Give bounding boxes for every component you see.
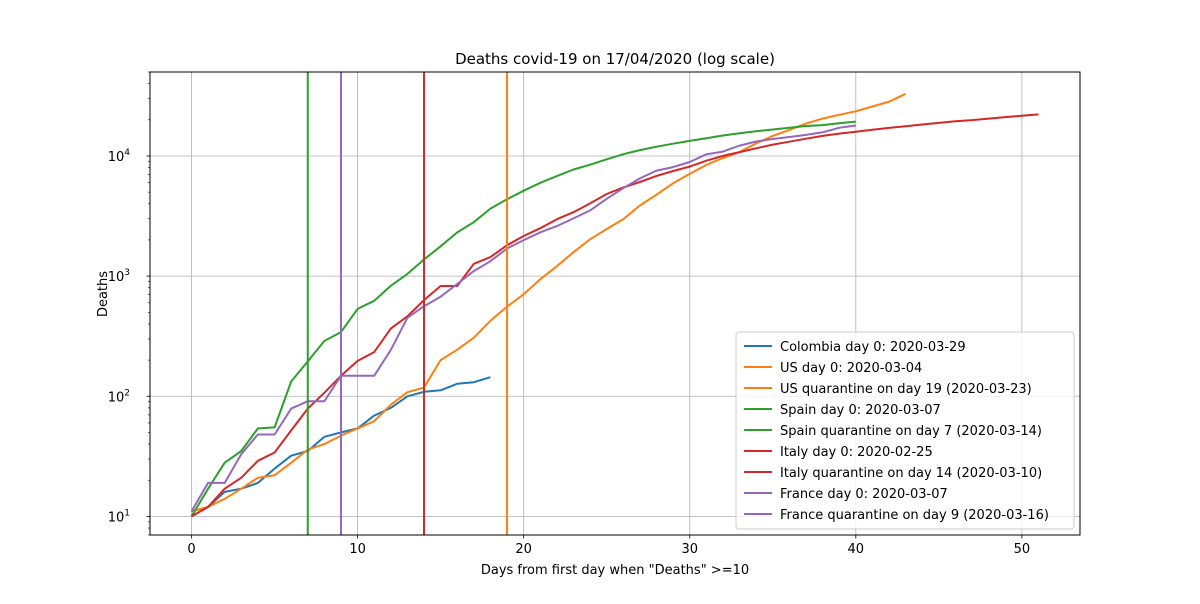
y-tick-label: 104 (108, 148, 131, 165)
chart-title: Deaths covid-19 on 17/04/2020 (log scale… (455, 50, 775, 68)
y-tick-label-exponent: 1 (124, 508, 130, 518)
legend-entry-label: Italy quarantine on day 14 (2020-03-10) (780, 466, 1042, 481)
legend-entry-label: France day 0: 2020-03-07 (780, 487, 948, 502)
legend-entry-label: US day 0: 2020-03-04 (780, 361, 922, 376)
y-tick-label: 102 (108, 388, 130, 405)
series-line-3 (191, 113, 1039, 518)
x-tick-label: 50 (1014, 542, 1031, 557)
y-tick-label-exponent: 4 (124, 148, 130, 158)
series-line-1 (191, 92, 907, 513)
x-tick-label: 40 (848, 542, 865, 557)
legend-entry-label: Colombia day 0: 2020-03-29 (780, 340, 966, 355)
y-tick-label-base: 10 (108, 510, 125, 525)
y-tick-label: 101 (108, 508, 130, 525)
legend-entry-label: Italy day 0: 2020-02-25 (780, 445, 933, 460)
x-tick-label: 10 (349, 542, 366, 557)
quarantine-lines (306, 72, 509, 535)
x-tick-label: 0 (187, 542, 195, 557)
series-line-2 (190, 120, 856, 517)
legend-entry-label: Spain quarantine on day 7 (2020-03-14) (780, 424, 1042, 439)
legend: Colombia day 0: 2020-03-29 US day 0: 2020… (735, 331, 1075, 530)
x-axis-label: Days from first day when "Deaths" >=10 (481, 563, 749, 578)
axes-frame (149, 71, 1081, 536)
y-tick-label-exponent: 3 (124, 268, 130, 278)
legend-entry-label: US quarantine on day 19 (2020-03-23) (780, 382, 1032, 397)
y-tick-label-base: 10 (108, 390, 125, 405)
legend-box (735, 331, 1075, 530)
x-tick-label: 30 (681, 542, 698, 557)
y-tick-label-base: 10 (108, 150, 125, 165)
series-line-4 (190, 124, 856, 512)
legend-entry-label: Spain day 0: 2020-03-07 (780, 403, 941, 418)
y-tick-label-exponent: 2 (124, 388, 130, 398)
y-axis-label: Deaths (96, 271, 111, 317)
x-tick-label: 20 (515, 542, 532, 557)
y-tick-label-base: 10 (108, 270, 125, 285)
y-tick-label: 103 (108, 268, 130, 285)
legend-entry-label: France quarantine on day 9 (2020-03-16) (780, 508, 1049, 523)
